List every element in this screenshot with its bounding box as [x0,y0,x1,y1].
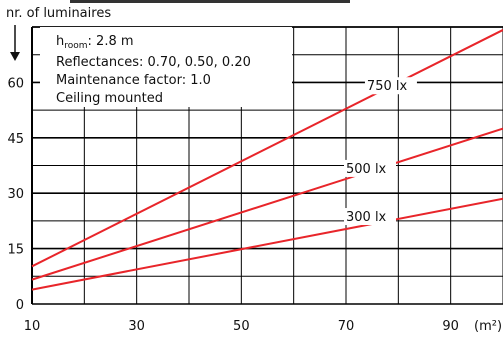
series-label-bg [364,77,417,95]
y-tick-label: 0 [16,298,24,313]
x-tick-label: 10 [24,319,41,334]
x-tick-label: 30 [128,319,145,334]
series-line [31,197,503,291]
mounting-text: Ceiling mounted [56,91,163,106]
x-tick-label: 70 [338,319,355,334]
maintenance-text: Maintenance factor: 1.0 [56,73,211,88]
series-label: 750 lx [367,79,408,94]
y-tick-label: 30 [7,187,24,202]
x-axis-unit: (m²) [474,319,502,334]
x-tick-labels: 10 30 50 70 90 [24,319,459,334]
x-tick-label: 50 [233,319,250,334]
y-tick-label: 15 [7,243,24,258]
series-label-bg [344,208,396,226]
y-tick-label: 45 [7,132,24,147]
y-tick-labels: 0 15 30 45 60 [7,76,24,313]
reflectances-text: Reflectances: 0.70, 0.50, 0.20 [56,55,251,70]
series-line [31,29,503,268]
series-labels: 750 lx 500 lx 300 lx [344,77,417,226]
series-label: 300 lx [346,210,387,225]
y-tick-label: 60 [7,76,24,91]
annotation-box: hroom: 2.8 m Reflectances: 0.70, 0.50, 0… [40,27,292,107]
arrow-down-icon [10,25,20,61]
series-label-bg [344,159,396,177]
clipped-heading [70,0,350,3]
series-lines [31,29,503,291]
y-axis-label: nr. of luminaires [6,6,111,21]
series-line [31,127,503,281]
series-label: 500 lx [346,162,387,177]
room-height-text: hroom: 2.8 m [56,34,134,51]
x-tick-label: 90 [442,319,459,334]
